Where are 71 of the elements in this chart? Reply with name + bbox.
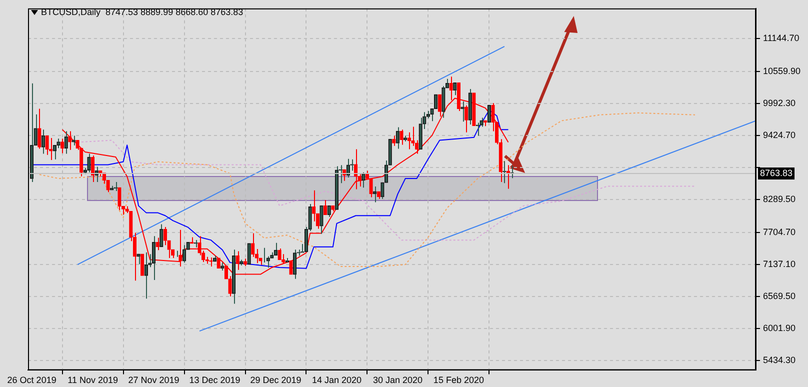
candlestick: [468, 88, 472, 125]
x-tick-label: 14 Jan 2020: [312, 375, 362, 386]
candlestick: [331, 205, 335, 212]
y-tick-label: 6001.90: [763, 322, 796, 333]
y-tick-label: 7137.10: [763, 258, 796, 269]
candlestick: [163, 226, 168, 246]
candlestick: [376, 191, 380, 200]
x-tick-label: 13 Dec 2019: [189, 375, 240, 386]
candlestick: [198, 236, 202, 256]
candlestick: [464, 104, 468, 133]
x-tick-label: 27 Nov 2019: [128, 375, 180, 386]
candlestick: [396, 126, 400, 150]
candlestick: [41, 129, 46, 154]
candlestick: [209, 256, 213, 268]
candlestick: [60, 138, 64, 154]
candlestick: [144, 252, 148, 300]
candlestick: [118, 187, 122, 211]
candlestick: [178, 229, 182, 268]
x-tick-label: 29 Dec 2019: [250, 375, 302, 386]
candlestick: [380, 182, 384, 200]
y-tick-label: 10559.90: [763, 66, 801, 76]
candlestick: [320, 205, 324, 234]
y-tick-label: 9424.70: [763, 130, 796, 140]
candlestick: [411, 126, 415, 146]
candlestick: [388, 138, 392, 166]
x-tick-label: 30 Jan 2020: [372, 375, 422, 386]
y-tick-label: 9992.30: [763, 98, 796, 108]
candlestick: [236, 250, 240, 270]
x-tick-label: 15 Feb 2020: [433, 375, 484, 386]
candlestick: [220, 262, 224, 271]
candlestick: [247, 243, 251, 265]
candlestick: [442, 86, 446, 118]
chart-title: BTCUSD,Daily 8747.53 8889.99 8668.60 8763.83: [41, 7, 244, 17]
candlestick: [68, 130, 72, 150]
ref-line-label: 8763.83: [760, 168, 793, 178]
y-tick-label: 5434.30: [763, 354, 796, 365]
y-tick-label: 6569.50: [763, 290, 796, 301]
candlestick: [285, 258, 290, 262]
candlestick: [228, 276, 232, 297]
candlestick: [251, 232, 255, 258]
y-tick-label: 11144.70: [763, 33, 800, 44]
x-tick-label: 11 Nov 2019: [68, 375, 118, 386]
candlestick: [453, 82, 457, 96]
candlestick: [56, 138, 60, 149]
candlestick: [152, 236, 156, 281]
candlestick: [87, 153, 91, 173]
x-tick-label: 26 Oct 2019: [7, 375, 56, 386]
candlestick: [400, 129, 404, 146]
candlestick: [64, 130, 68, 154]
candlestick: [240, 259, 244, 266]
candlestick: [502, 160, 506, 184]
candlestick: [312, 190, 316, 222]
y-tick-label: 8289.50: [763, 194, 796, 204]
candlestick: [216, 258, 220, 269]
candlestick: [487, 105, 492, 123]
candlestick: [292, 249, 297, 280]
candlestick: [38, 108, 42, 150]
candlestick: [498, 138, 502, 182]
candlestick: [140, 254, 144, 276]
candlestick: [45, 135, 49, 156]
candlestick: [460, 100, 464, 122]
candlestick: [373, 186, 377, 203]
line-series: [38, 112, 696, 268]
candlestick: [407, 132, 411, 150]
candlestick: [418, 117, 422, 150]
candlestick: [243, 258, 248, 266]
candlestick: [232, 249, 236, 304]
candlestick: [282, 254, 286, 264]
candlestick: [422, 112, 426, 130]
candlestick: [160, 224, 164, 248]
y-tick-label: 7704.70: [763, 226, 796, 237]
